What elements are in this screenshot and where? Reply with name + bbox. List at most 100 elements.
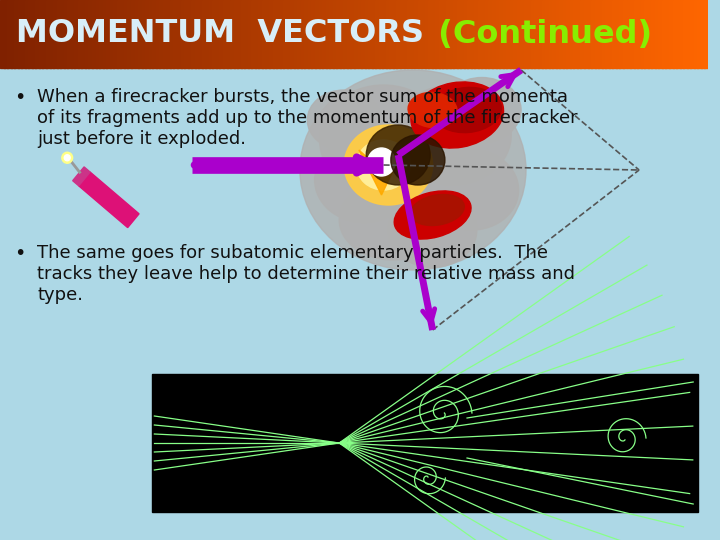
Bar bbox=[89, 0, 93, 68]
Bar bbox=[287, 0, 291, 68]
Ellipse shape bbox=[388, 192, 477, 267]
Bar bbox=[301, 0, 305, 68]
Bar bbox=[418, 0, 422, 68]
Ellipse shape bbox=[315, 138, 413, 222]
Bar bbox=[109, 0, 114, 68]
Bar bbox=[488, 0, 493, 68]
Bar bbox=[18, 0, 22, 68]
Bar bbox=[414, 0, 418, 68]
Bar bbox=[654, 0, 660, 68]
Bar bbox=[552, 0, 557, 68]
Bar bbox=[407, 0, 412, 68]
Bar bbox=[534, 0, 539, 68]
Text: just before it exploded.: just before it exploded. bbox=[37, 130, 246, 148]
Bar bbox=[74, 0, 79, 68]
Bar bbox=[184, 0, 189, 68]
Ellipse shape bbox=[339, 180, 447, 260]
Bar bbox=[14, 0, 19, 68]
Bar bbox=[372, 0, 376, 68]
Ellipse shape bbox=[411, 82, 503, 148]
Bar bbox=[78, 172, 139, 227]
Bar bbox=[704, 0, 709, 68]
Bar bbox=[541, 0, 546, 68]
Bar bbox=[205, 0, 210, 68]
Text: When a firecracker bursts, the vector sum of the momenta: When a firecracker bursts, the vector su… bbox=[37, 88, 568, 106]
Bar bbox=[39, 0, 43, 68]
Bar bbox=[641, 0, 645, 68]
Bar bbox=[474, 0, 479, 68]
Bar bbox=[85, 0, 89, 68]
Bar bbox=[127, 0, 132, 68]
Bar bbox=[652, 0, 656, 68]
Bar bbox=[676, 0, 680, 68]
Bar bbox=[73, 167, 90, 186]
Bar bbox=[322, 0, 327, 68]
Bar bbox=[506, 0, 510, 68]
Bar bbox=[361, 0, 366, 68]
Text: of its fragments add up to the momentum of the firecracker: of its fragments add up to the momentum … bbox=[37, 109, 578, 127]
Bar bbox=[612, 0, 617, 68]
Ellipse shape bbox=[408, 92, 457, 127]
Bar bbox=[545, 0, 549, 68]
Bar bbox=[701, 0, 706, 68]
Bar bbox=[694, 0, 698, 68]
Bar bbox=[580, 0, 585, 68]
Bar bbox=[609, 0, 613, 68]
Bar bbox=[96, 0, 100, 68]
Bar bbox=[120, 0, 125, 68]
Bar bbox=[403, 0, 408, 68]
Bar bbox=[626, 0, 631, 68]
Bar bbox=[531, 0, 536, 68]
Bar bbox=[329, 0, 333, 68]
Bar bbox=[354, 0, 359, 68]
Bar bbox=[687, 0, 691, 68]
Bar bbox=[220, 0, 224, 68]
Bar bbox=[35, 0, 40, 68]
Bar bbox=[637, 0, 642, 68]
Bar bbox=[482, 0, 486, 68]
Bar bbox=[156, 0, 161, 68]
Ellipse shape bbox=[411, 194, 464, 226]
Bar bbox=[269, 0, 274, 68]
Bar bbox=[503, 0, 507, 68]
Text: type.: type. bbox=[37, 286, 84, 304]
Bar bbox=[7, 0, 12, 68]
Bar bbox=[63, 0, 68, 68]
Bar bbox=[347, 0, 351, 68]
Bar bbox=[598, 0, 603, 68]
Ellipse shape bbox=[368, 148, 395, 176]
Bar bbox=[223, 0, 228, 68]
Bar bbox=[28, 0, 33, 68]
Bar bbox=[588, 0, 592, 68]
Ellipse shape bbox=[356, 140, 410, 190]
Ellipse shape bbox=[320, 85, 447, 195]
Bar bbox=[368, 0, 373, 68]
Ellipse shape bbox=[391, 135, 445, 185]
Bar bbox=[60, 0, 65, 68]
Bar bbox=[428, 0, 433, 68]
Bar bbox=[308, 0, 312, 68]
Bar bbox=[467, 0, 472, 68]
Bar bbox=[117, 0, 122, 68]
Bar bbox=[386, 0, 390, 68]
Bar bbox=[181, 0, 185, 68]
Bar bbox=[499, 0, 503, 68]
Bar bbox=[563, 0, 567, 68]
Bar bbox=[658, 0, 663, 68]
Bar bbox=[669, 0, 673, 68]
Bar bbox=[648, 0, 652, 68]
Bar bbox=[521, 0, 525, 68]
Bar bbox=[0, 68, 708, 540]
Bar bbox=[240, 0, 246, 68]
Bar bbox=[237, 0, 242, 68]
Bar bbox=[630, 0, 634, 68]
Bar bbox=[421, 0, 426, 68]
Text: tracks they leave help to determine their relative mass and: tracks they leave help to determine thei… bbox=[37, 265, 575, 283]
Bar bbox=[336, 0, 341, 68]
Ellipse shape bbox=[395, 191, 471, 239]
Bar bbox=[258, 0, 263, 68]
Bar bbox=[170, 0, 174, 68]
Bar bbox=[602, 0, 606, 68]
Bar bbox=[665, 0, 670, 68]
Bar bbox=[453, 0, 458, 68]
